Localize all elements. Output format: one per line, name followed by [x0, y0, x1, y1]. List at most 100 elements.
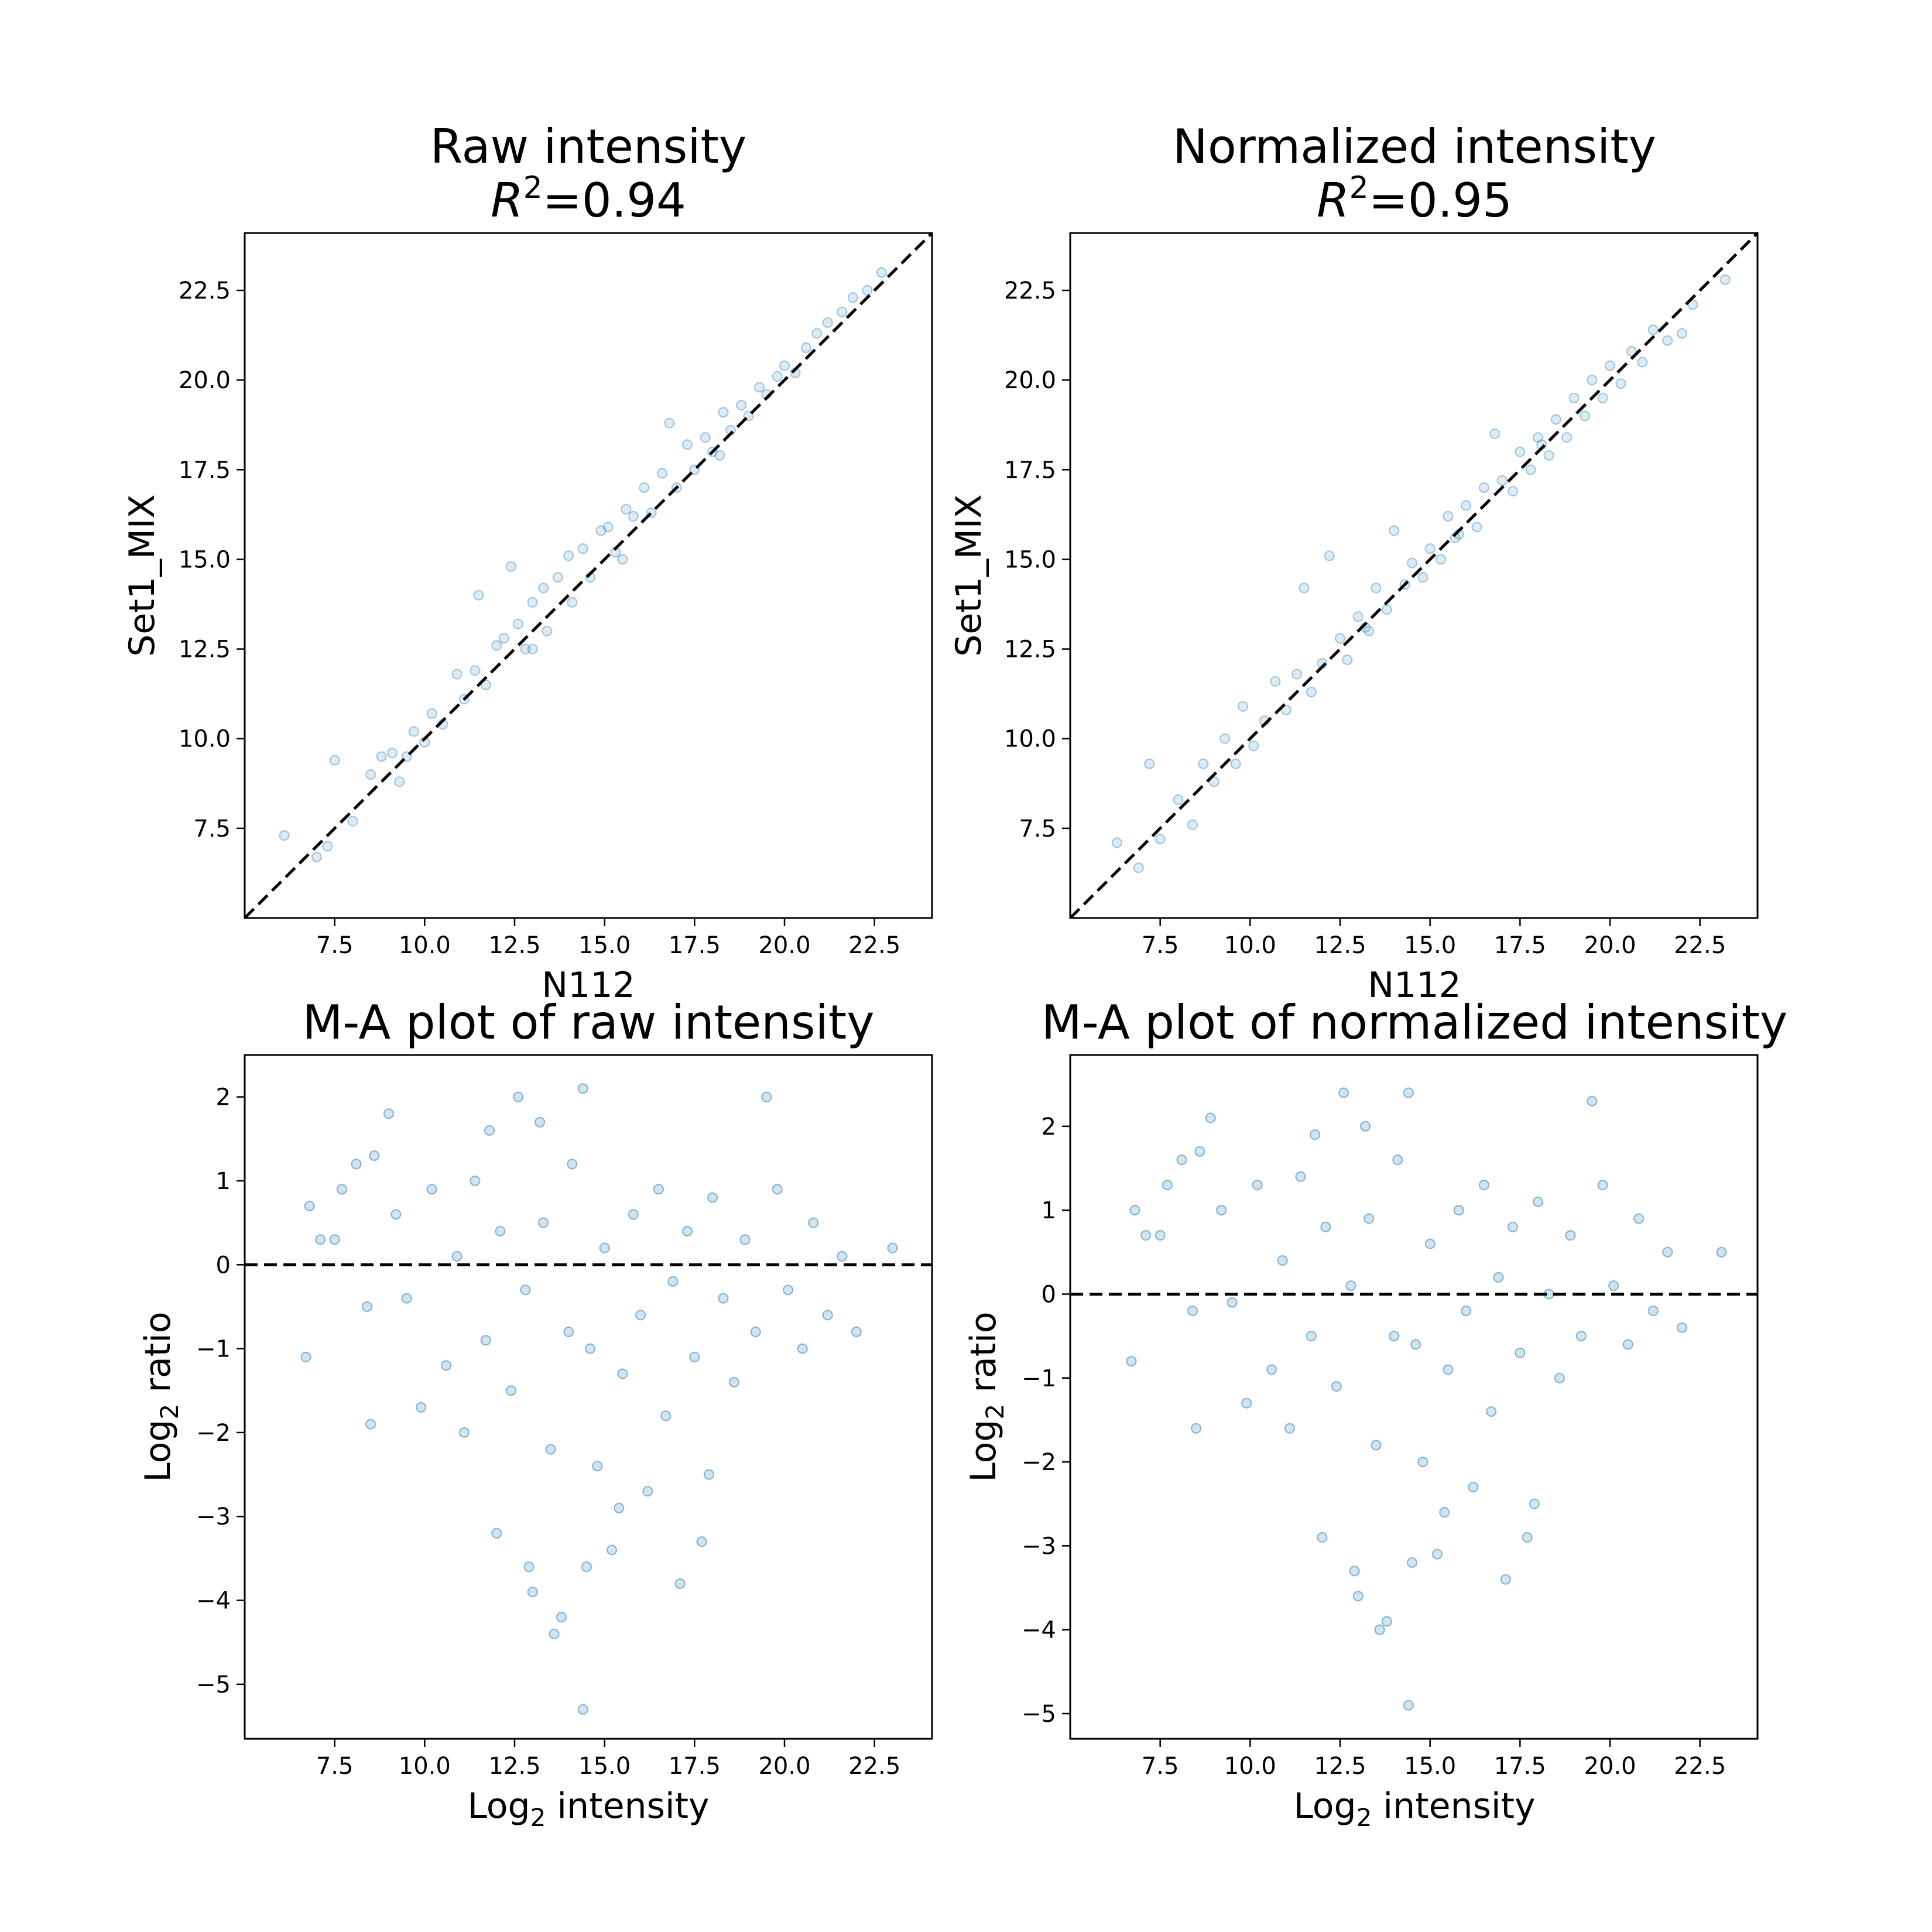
data-point: [1162, 1179, 1173, 1191]
data-point: [1306, 686, 1317, 698]
panel-raw-subtitle: R2=0.94: [491, 170, 686, 228]
data-point: [800, 342, 812, 354]
y-tick-label: 0: [1042, 1281, 1056, 1308]
data-point: [851, 1326, 862, 1337]
data-point: [1227, 1297, 1238, 1308]
data-point: [563, 550, 574, 561]
x-tick-label: 15.0: [1404, 932, 1456, 959]
data-point: [617, 554, 628, 565]
data-point: [311, 851, 323, 863]
data-point: [797, 1343, 808, 1354]
panel-ma-raw-x-ticks: 7.5 10.0 12.5 15.0 17.5 20.0 22.5: [316, 1739, 900, 1780]
data-point: [1173, 794, 1184, 806]
data-point: [1515, 446, 1526, 457]
panel-raw-points: [279, 267, 888, 863]
panel-normalized-y-ticks: 7.5 10.0 12.5 15.0 17.5 20.0 22.5: [1004, 278, 1070, 842]
data-point: [1284, 1423, 1295, 1434]
data-point: [779, 360, 790, 371]
x-tick-label: 12.5: [488, 1753, 540, 1780]
y-label-subscript: 2: [981, 1404, 1009, 1420]
x-tick-label: 7.5: [1142, 1753, 1179, 1780]
data-point: [1392, 1154, 1403, 1166]
data-point: [1716, 1246, 1727, 1258]
panel-normalized-identity-line: [1069, 232, 1759, 919]
data-point: [527, 643, 538, 655]
x-label-suffix: intensity: [546, 1786, 709, 1827]
data-point: [674, 1578, 686, 1589]
x-tick-label: 22.5: [848, 932, 900, 959]
data-point: [811, 328, 823, 339]
data-point: [480, 679, 491, 690]
data-point: [1371, 1440, 1382, 1451]
data-point: [1198, 758, 1209, 769]
data-point: [1292, 669, 1303, 680]
y-tick-label: 7.5: [1019, 816, 1056, 842]
data-point: [837, 306, 848, 317]
panel-ma-raw-axes-frame: [244, 1054, 933, 1740]
panel-ma-normalized-points: [1126, 1087, 1727, 1711]
data-point: [1364, 625, 1375, 637]
y-tick-label: 22.5: [1004, 278, 1056, 304]
data-point: [700, 432, 711, 443]
data-point: [491, 1527, 502, 1539]
panel-normalized-y-axis-label: Set1_MIX: [948, 494, 989, 656]
data-point: [552, 571, 563, 583]
data-point: [1525, 464, 1536, 475]
data-point: [567, 1159, 578, 1170]
data-point: [628, 1209, 639, 1220]
data-point: [1633, 1213, 1645, 1224]
panel-normalized-x-ticks: 7.5 10.0 12.5 15.0 17.5 20.0 22.5: [1142, 918, 1726, 959]
data-point: [1561, 432, 1573, 443]
y-tick-label: 12.5: [179, 636, 231, 663]
x-tick-label: 7.5: [1142, 932, 1179, 959]
data-point: [369, 1150, 380, 1162]
data-point: [386, 748, 398, 759]
data-point: [1443, 1364, 1454, 1375]
data-point: [1324, 550, 1335, 561]
y-tick-label: 12.5: [1004, 636, 1056, 663]
y-tick-label: 20.0: [179, 367, 231, 394]
data-point: [451, 669, 463, 680]
data-point: [1461, 1306, 1472, 1317]
data-point: [1662, 1246, 1673, 1258]
data-point: [1338, 1087, 1349, 1098]
data-point: [1533, 432, 1544, 443]
data-point: [739, 1234, 751, 1245]
data-point: [279, 830, 290, 841]
data-point: [782, 1284, 794, 1296]
data-point: [577, 1704, 588, 1715]
panel-normalized-subtitle: R2=0.95: [1317, 170, 1512, 228]
panel-ma-raw-y-ticks: 2 1 0 −1 −2 −3 −4 −5: [196, 1084, 245, 1698]
data-point: [300, 1351, 311, 1362]
data-point: [1608, 1280, 1619, 1292]
data-point: [470, 665, 481, 676]
data-point: [361, 1301, 373, 1312]
panel-ma-normalized-axes-frame: [1069, 1054, 1759, 1740]
data-point: [473, 590, 484, 601]
data-point: [1248, 740, 1259, 752]
data-point: [1190, 1423, 1202, 1434]
data-point: [1461, 500, 1472, 511]
data-point: [635, 1310, 646, 1321]
data-point: [1277, 1255, 1288, 1266]
data-point: [491, 640, 502, 651]
data-point: [667, 1276, 679, 1287]
data-point: [862, 285, 873, 296]
x-tick-label: 7.5: [316, 1753, 354, 1780]
data-point: [718, 407, 729, 418]
data-point: [1443, 511, 1454, 522]
data-point: [1597, 392, 1608, 403]
data-point: [1417, 1457, 1429, 1468]
y-tick-label: 10.0: [1004, 726, 1056, 753]
data-point: [1359, 1121, 1371, 1132]
data-point: [1389, 1331, 1400, 1342]
x-label-log: Log: [1293, 1786, 1356, 1827]
data-point: [681, 439, 693, 450]
y-label-subscript: 2: [155, 1404, 184, 1420]
data-point: [1144, 758, 1155, 769]
data-point: [458, 1427, 470, 1438]
data-point: [545, 1444, 556, 1455]
panel-ma-raw-points: [300, 1083, 898, 1715]
data-point: [451, 1251, 463, 1262]
data-point: [498, 633, 509, 644]
